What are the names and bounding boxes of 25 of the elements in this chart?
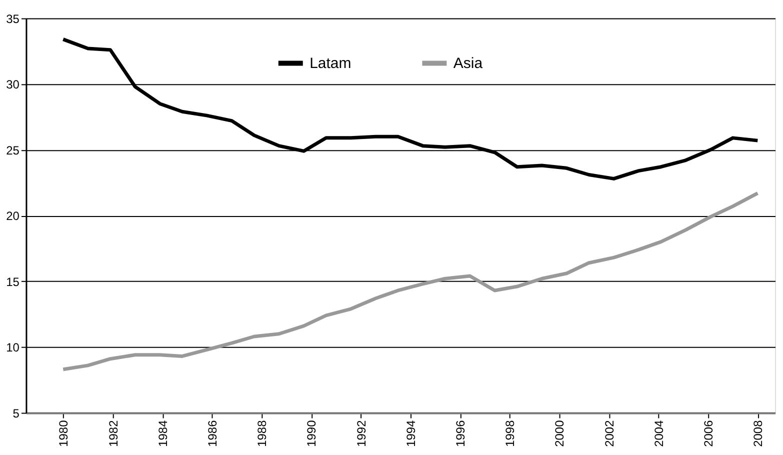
x-tick-label: 2008 <box>751 420 766 447</box>
y-tick-label: 35 <box>6 12 20 26</box>
x-tick-label: 2006 <box>702 420 716 447</box>
x-tick-label: 2002 <box>602 420 616 447</box>
x-tick-label: 2004 <box>652 420 666 447</box>
x-tick-label: 2000 <box>552 420 567 447</box>
x-tick-label: 1992 <box>354 420 368 447</box>
x-tick-label: 1996 <box>454 420 468 447</box>
x-tick-label: 1988 <box>255 420 270 447</box>
y-tick-label: 15 <box>6 274 20 289</box>
legend-label: Asia <box>453 55 484 72</box>
x-tick-label: 1994 <box>404 420 418 447</box>
y-tick-label: 25 <box>6 143 20 158</box>
y-tick-label: 30 <box>6 78 20 92</box>
x-tick-label: 1980 <box>56 420 71 447</box>
x-tick-label: 1986 <box>205 420 220 447</box>
y-tick-label: 20 <box>6 209 20 224</box>
x-tick-label: 1982 <box>106 420 120 447</box>
y-tick-label: 10 <box>6 340 20 355</box>
x-tick-label: 1990 <box>304 420 319 447</box>
x-tick-label: 1998 <box>503 420 518 447</box>
x-tick-label: 1984 <box>156 420 170 447</box>
line-series <box>61 191 760 372</box>
y-tick-label: 5 <box>12 406 20 420</box>
legend-label: Latam <box>310 55 352 72</box>
